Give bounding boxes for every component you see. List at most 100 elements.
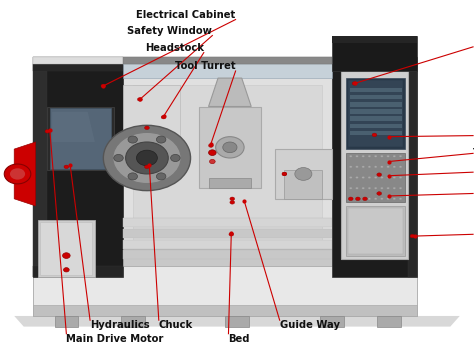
Text: Tool Turret: Tool Turret (175, 61, 236, 71)
Circle shape (372, 133, 377, 137)
Text: Electrical Cabinet: Electrical Cabinet (137, 10, 236, 20)
Circle shape (349, 198, 352, 200)
Circle shape (377, 173, 382, 176)
Circle shape (362, 155, 365, 157)
Circle shape (368, 155, 371, 157)
Text: Guide Way: Guide Way (280, 320, 340, 330)
Circle shape (374, 176, 377, 179)
Polygon shape (346, 206, 405, 256)
Circle shape (356, 187, 358, 189)
Circle shape (229, 233, 234, 236)
Circle shape (349, 187, 352, 189)
Circle shape (377, 192, 382, 195)
Circle shape (399, 155, 402, 157)
Circle shape (101, 84, 106, 88)
Circle shape (349, 176, 352, 179)
Circle shape (356, 166, 358, 168)
Circle shape (145, 126, 149, 130)
Circle shape (156, 136, 166, 143)
Circle shape (356, 197, 360, 201)
Circle shape (399, 198, 402, 200)
Circle shape (63, 253, 70, 258)
Polygon shape (123, 85, 180, 178)
Polygon shape (50, 108, 111, 169)
Text: Monitor: Monitor (473, 131, 474, 141)
Text: Main Drive Motor: Main Drive Motor (66, 334, 164, 344)
Polygon shape (350, 102, 402, 106)
Polygon shape (123, 229, 332, 238)
Polygon shape (275, 149, 332, 199)
Circle shape (356, 155, 358, 157)
Circle shape (362, 198, 365, 200)
Circle shape (64, 165, 69, 169)
Circle shape (103, 125, 191, 191)
Text: Chuck: Chuck (159, 320, 193, 330)
Polygon shape (14, 142, 36, 206)
Circle shape (145, 165, 149, 169)
Polygon shape (52, 112, 95, 142)
Circle shape (209, 150, 216, 155)
Circle shape (387, 187, 390, 189)
Polygon shape (408, 57, 417, 277)
Circle shape (399, 187, 402, 189)
Polygon shape (33, 64, 123, 277)
Circle shape (387, 155, 390, 157)
Circle shape (393, 176, 396, 179)
Circle shape (4, 164, 31, 184)
Polygon shape (350, 109, 402, 114)
Polygon shape (33, 305, 417, 316)
Circle shape (230, 201, 235, 204)
Polygon shape (40, 222, 92, 275)
Circle shape (161, 115, 166, 119)
Circle shape (368, 187, 371, 189)
Polygon shape (350, 131, 402, 135)
Circle shape (374, 155, 377, 157)
Polygon shape (123, 250, 332, 259)
Text: Cover: Cover (473, 42, 474, 52)
Polygon shape (123, 78, 332, 266)
Circle shape (126, 142, 168, 174)
Circle shape (387, 198, 390, 200)
Polygon shape (123, 248, 332, 266)
Circle shape (381, 198, 383, 200)
Polygon shape (346, 78, 405, 149)
Polygon shape (47, 106, 114, 170)
Circle shape (399, 176, 402, 179)
Circle shape (381, 155, 383, 157)
Circle shape (363, 197, 367, 201)
Text: Carriage: Carriage (473, 167, 474, 177)
Polygon shape (225, 316, 249, 327)
Text: Hydraulics: Hydraulics (90, 320, 150, 330)
Circle shape (387, 176, 390, 179)
Circle shape (368, 166, 371, 168)
Circle shape (393, 187, 396, 189)
Polygon shape (348, 208, 403, 254)
Circle shape (368, 176, 371, 179)
Circle shape (209, 144, 213, 147)
Polygon shape (346, 153, 405, 202)
Circle shape (362, 176, 365, 179)
Circle shape (171, 154, 180, 162)
Circle shape (352, 82, 357, 85)
Circle shape (374, 187, 377, 189)
Text: Frame: Frame (473, 229, 474, 239)
Circle shape (381, 166, 383, 168)
Circle shape (393, 198, 396, 200)
Circle shape (216, 137, 244, 158)
Circle shape (128, 173, 137, 180)
Circle shape (362, 166, 365, 168)
Polygon shape (350, 95, 402, 99)
Circle shape (113, 132, 181, 184)
Polygon shape (209, 178, 251, 188)
Circle shape (114, 154, 123, 162)
Circle shape (156, 173, 166, 180)
Polygon shape (284, 170, 322, 199)
Circle shape (137, 150, 157, 166)
Polygon shape (33, 64, 417, 316)
Circle shape (393, 166, 396, 168)
Polygon shape (33, 266, 123, 277)
Polygon shape (209, 78, 251, 106)
Polygon shape (133, 85, 322, 256)
Circle shape (381, 187, 383, 189)
Circle shape (393, 155, 396, 157)
